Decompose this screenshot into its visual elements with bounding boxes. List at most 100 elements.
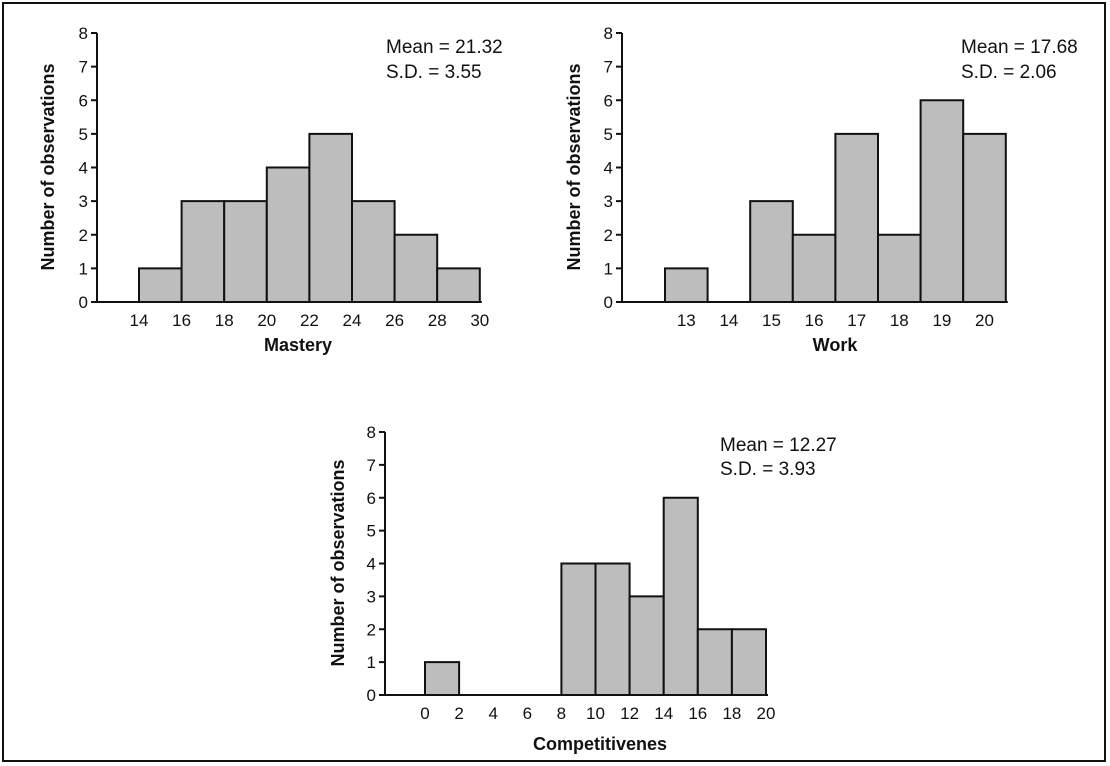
work-bar <box>749 200 794 303</box>
mastery-x-tick-label: 28 <box>428 311 447 330</box>
mastery-y-tick-label: 5 <box>79 125 88 144</box>
competitiveness-mean-text: Mean = 12.27 <box>720 435 837 456</box>
competitiveness-x-ticks: 0 2 4 6 8 10 12 14 16 18 20 <box>420 704 775 723</box>
work-bar <box>962 132 1007 303</box>
competitiveness-y-tick-label: 4 <box>367 555 376 574</box>
mastery-x-tick-label: 14 <box>130 311 149 330</box>
mastery-x-tick-label: 16 <box>172 311 191 330</box>
mastery-x-tick-label: 18 <box>215 311 234 330</box>
competitiveness-bar <box>594 562 631 696</box>
competitiveness-bar <box>628 595 665 696</box>
mastery-x-tick-label: 26 <box>385 311 404 330</box>
work-bar <box>664 267 709 303</box>
mastery-mean-text: Mean = 21.32 <box>386 37 503 58</box>
work-y-tick-label: 2 <box>604 226 613 245</box>
work-bar <box>877 233 922 303</box>
competitiveness-bar <box>696 628 733 696</box>
work-x-tick-label: 17 <box>847 311 866 330</box>
mastery-bar <box>265 166 311 303</box>
competitiveness-y-tick-label: 0 <box>367 686 376 705</box>
work-mean-text: Mean = 17.68 <box>961 37 1078 58</box>
competitiveness-y-tick-label: 8 <box>367 423 376 442</box>
mastery-y-tick-label: 1 <box>79 259 88 278</box>
competitiveness-y-tick-label: 7 <box>367 456 376 475</box>
work-bars <box>664 99 1007 303</box>
competitiveness-x-tick-label: 20 <box>757 704 776 723</box>
mastery-bar <box>180 200 226 303</box>
competitiveness-x-tick-label: 4 <box>488 704 497 723</box>
mastery-y-tick-label: 8 <box>79 24 88 43</box>
mastery-bar <box>138 267 183 303</box>
competitiveness-y-tick-label: 3 <box>367 587 376 606</box>
competitiveness-x-tick-label: 12 <box>620 704 639 723</box>
mastery-x-tick-label: 22 <box>300 311 319 330</box>
work-x-tick-label: 18 <box>890 311 909 330</box>
work-y-tick-label: 3 <box>604 192 613 211</box>
competitiveness-x-axis-label: Competitivenes <box>533 734 667 754</box>
work-histogram: 13 14 15 16 17 18 19 20 0 1 2 3 4 5 6 7 8 Work Number o… <box>564 24 1078 355</box>
competitiveness-x-tick-label: 0 <box>420 704 429 723</box>
competitiveness-y-tick-label: 2 <box>367 620 376 639</box>
competitiveness-x-tick-label: 18 <box>722 704 741 723</box>
work-y-tick-label: 8 <box>604 24 613 43</box>
work-y-tick-label: 7 <box>604 58 613 77</box>
work-y-tick-label: 0 <box>604 293 613 312</box>
work-x-tick-label: 13 <box>677 311 696 330</box>
competitiveness-x-tick-label: 10 <box>586 704 605 723</box>
mastery-histogram: 14 16 18 20 22 24 26 28 30 0 1 2 3 4 5 6 7 8 Mastery Num… <box>38 24 503 355</box>
mastery-y-ticks: 0 1 2 3 4 5 6 7 8 <box>79 24 97 312</box>
work-x-tick-label: 20 <box>975 311 994 330</box>
competitiveness-y-tick-label: 5 <box>367 522 376 541</box>
mastery-x-axis-label: Mastery <box>264 335 332 355</box>
work-y-tick-label: 1 <box>604 259 613 278</box>
work-bar <box>791 233 837 303</box>
work-sd-text: S.D. = 2.06 <box>961 62 1057 83</box>
mastery-bars <box>138 132 481 303</box>
mastery-y-tick-label: 7 <box>79 58 88 77</box>
mastery-y-tick-label: 6 <box>79 91 88 110</box>
work-bar <box>834 132 880 303</box>
work-x-tick-label: 14 <box>719 311 738 330</box>
mastery-y-tick-label: 3 <box>79 192 88 211</box>
competitiveness-sd-text: S.D. = 3.93 <box>720 459 816 480</box>
competitiveness-y-ticks: 0 1 2 3 4 5 6 7 8 <box>367 423 385 705</box>
competitiveness-x-tick-label: 8 <box>557 704 566 723</box>
work-y-axis-label: Number of observations <box>564 63 584 270</box>
mastery-y-tick-label: 4 <box>79 159 88 178</box>
competitiveness-x-tick-label: 6 <box>523 704 532 723</box>
mastery-x-ticks: 14 16 18 20 22 24 26 28 30 <box>130 311 490 330</box>
work-y-tick-label: 4 <box>604 159 613 178</box>
work-x-tick-label: 16 <box>805 311 824 330</box>
mastery-bar <box>223 200 268 303</box>
work-bar <box>919 99 965 303</box>
competitiveness-y-tick-label: 1 <box>367 653 376 672</box>
mastery-sd-text: S.D. = 3.55 <box>386 62 482 83</box>
mastery-bar <box>393 233 439 303</box>
competitiveness-y-tick-label: 6 <box>367 489 376 508</box>
work-x-tick-label: 15 <box>762 311 781 330</box>
work-x-axis-label: Work <box>813 335 859 355</box>
competitiveness-x-tick-label: 14 <box>654 704 673 723</box>
mastery-bar <box>351 200 396 303</box>
mastery-x-tick-label: 20 <box>257 311 276 330</box>
work-y-ticks: 0 1 2 3 4 5 6 7 8 <box>604 24 622 312</box>
mastery-x-tick-label: 24 <box>343 311 362 330</box>
competitiveness-bar <box>424 661 461 696</box>
mastery-y-tick-label: 2 <box>79 226 88 245</box>
competitiveness-y-axis-label: Number of observations <box>328 459 348 666</box>
work-x-tick-label: 19 <box>932 311 951 330</box>
mastery-x-tick-label: 30 <box>470 311 489 330</box>
competitiveness-bar <box>662 496 699 696</box>
competitiveness-x-tick-label: 2 <box>454 704 463 723</box>
work-y-tick-label: 6 <box>604 91 613 110</box>
mastery-bar <box>436 267 481 303</box>
mastery-y-tick-label: 0 <box>79 293 88 312</box>
competitiveness-bar <box>560 562 597 696</box>
competitiveness-bars <box>424 496 768 696</box>
mastery-bar <box>308 132 353 303</box>
work-x-ticks: 13 14 15 16 17 18 19 20 <box>677 311 994 330</box>
mastery-y-axis-label: Number of observations <box>38 63 58 270</box>
work-y-tick-label: 5 <box>604 125 613 144</box>
